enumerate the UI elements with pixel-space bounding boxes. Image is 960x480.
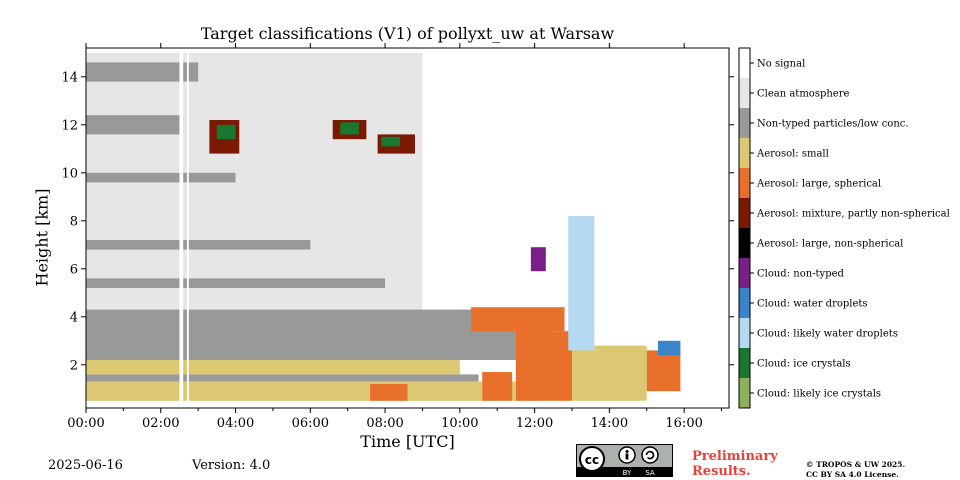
colorbar-label: Aerosol: small	[756, 149, 829, 160]
license-notice: © TROPOS & UW 2025. CC BY SA 4.0 License…	[806, 460, 905, 480]
x-tick-label: 12:00	[516, 416, 553, 431]
y-tick-label: 2	[70, 358, 78, 373]
colorbar-swatch	[739, 378, 750, 408]
x-axis-label: Time [UTC]	[360, 432, 455, 451]
x-tick-label: 00:00	[67, 416, 104, 431]
colorbar-swatch	[739, 48, 750, 78]
colorbar-swatch	[739, 78, 750, 108]
class-region	[340, 122, 359, 135]
colorbar-label: Cloud: non-typed	[757, 269, 845, 280]
class-region	[86, 374, 479, 382]
plot-frame	[85, 47, 730, 409]
colorbar-swatch	[739, 348, 750, 378]
x-tick-label: 02:00	[142, 416, 179, 431]
colorbar-label: Aerosol: large, spherical	[756, 179, 881, 190]
colorbar-swatch	[739, 258, 750, 288]
chart-title: Target classifications (V1) of pollyxt_u…	[200, 24, 615, 43]
preliminary-line-2: Results.	[692, 464, 751, 479]
sa-icon	[641, 446, 659, 464]
x-axis: 00:00 02:00 04:00 06:00 08:00 10:00 12:00 14:00…	[67, 43, 723, 431]
y-tick-label: 4	[70, 310, 78, 325]
cc-license-badge: cc BY SA	[576, 444, 673, 477]
colorbar-label: Non-typed particles/low conc.	[757, 119, 909, 130]
x-tick-label: 16:00	[665, 416, 702, 431]
class-region	[568, 216, 595, 351]
colorbar-swatch	[739, 138, 750, 168]
x-tick-label: 06:00	[292, 416, 329, 431]
license-line-1: © TROPOS & UW 2025.	[806, 460, 906, 469]
class-region	[86, 360, 460, 375]
colorbar-swatch	[739, 318, 750, 348]
y-tick-label: 14	[61, 70, 78, 85]
measurement-date: 2025-06-16	[48, 458, 123, 473]
class-region	[381, 136, 401, 147]
colorbar: Cloud: likely ice crystals Cloud: ice cry…	[738, 47, 950, 409]
y-tick-label: 12	[61, 118, 78, 133]
version-label: Version: 4.0	[192, 458, 271, 473]
colorbar-swatch	[739, 108, 750, 138]
colorbar-label: Aerosol: mixture, partly non-spherical	[756, 209, 950, 220]
class-region	[179, 48, 184, 408]
colorbar-frame	[738, 47, 751, 409]
class-region	[86, 172, 236, 183]
colorbar-swatch	[739, 288, 750, 318]
class-region	[86, 115, 184, 135]
colorbar-label: Cloud: likely ice crystals	[757, 389, 881, 400]
classification-regions	[86, 48, 681, 408]
class-region	[370, 384, 408, 401]
colorbar-label: Cloud: water droplets	[757, 299, 868, 310]
class-region	[482, 372, 513, 401]
colorbar-label: No signal	[757, 59, 805, 70]
colorbar-label: Cloud: ice crystals	[757, 359, 851, 370]
sa-label: SA	[645, 469, 655, 477]
by-label: BY	[623, 469, 632, 477]
class-region	[216, 124, 236, 140]
colorbar-swatch	[739, 168, 750, 198]
class-region	[646, 350, 681, 392]
class-region	[515, 331, 572, 401]
y-tick-label: 6	[70, 262, 78, 277]
class-region	[471, 307, 565, 332]
preliminary-notice: Preliminary Results.	[692, 449, 778, 479]
class-region	[571, 345, 647, 401]
colorbar-swatch	[739, 228, 750, 258]
y-tick-label: 8	[70, 214, 78, 229]
colorbar-swatch	[739, 198, 750, 228]
class-region	[86, 278, 386, 288]
preliminary-line-1: Preliminary	[692, 449, 778, 464]
colorbar-label: Clean atmosphere	[757, 89, 850, 100]
y-tick-label: 10	[61, 166, 78, 181]
colorbar-label: Cloud: likely water droplets	[757, 329, 898, 340]
class-region	[530, 247, 546, 272]
class-region	[86, 62, 199, 82]
y-axis: 2 4 6 8 10 12 14	[61, 70, 734, 373]
y-axis-label: Height [km]	[32, 188, 52, 287]
cc-text: cc	[585, 453, 599, 467]
class-region	[657, 340, 681, 356]
class-region	[86, 381, 535, 401]
x-tick-label: 04:00	[217, 416, 254, 431]
class-region	[186, 48, 189, 408]
x-tick-label: 08:00	[366, 416, 403, 431]
class-region	[86, 240, 311, 250]
colorbar-label: Aerosol: large, non-spherical	[756, 239, 903, 250]
x-tick-label: 10:00	[441, 416, 478, 431]
license-line-2: CC BY SA 4.0 License.	[806, 470, 899, 479]
cc-icon	[579, 446, 605, 472]
x-tick-label: 14:00	[591, 416, 628, 431]
